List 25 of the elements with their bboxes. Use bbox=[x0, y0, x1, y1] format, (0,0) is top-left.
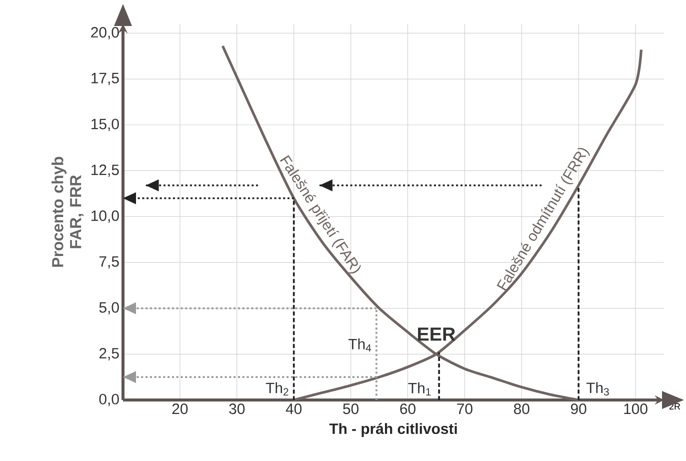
annotation: Th$_{1}$ bbox=[408, 382, 431, 396]
y-tick-label: 15,0 bbox=[92, 118, 119, 132]
x-tick-label: 90 bbox=[570, 404, 586, 414]
x-tick-label: 60 bbox=[400, 404, 416, 414]
y-tick-label: 7,5 bbox=[99, 256, 119, 269]
x-tick-label: 30 bbox=[229, 404, 245, 414]
x-tick-label: 80 bbox=[514, 404, 530, 414]
y-tick-label: 2,5 bbox=[99, 348, 119, 360]
y-tick-label: 0,0 bbox=[99, 394, 119, 406]
y-axis-title: Procento chyb FAR, FRR bbox=[52, 156, 84, 267]
y-tick-label: 12,5 bbox=[92, 164, 119, 177]
x-tick-label: 20 bbox=[172, 404, 188, 414]
y-tick-label: 5,0 bbox=[99, 302, 119, 314]
x-tick-label: 100 bbox=[624, 404, 648, 414]
y-tick-label: 20,0 bbox=[91, 26, 119, 40]
y-tick-label: 17,5 bbox=[92, 72, 119, 86]
x-tick-label: 70 bbox=[457, 404, 472, 414]
annotation: Th$_{3}$ bbox=[586, 382, 609, 396]
y-tick-label: 10,0 bbox=[92, 210, 119, 223]
annotation: EER bbox=[418, 328, 456, 341]
x-tick-label: 40 bbox=[286, 404, 302, 414]
x-axis-title: Th - práh citlivosti bbox=[329, 422, 457, 437]
annotation: Th$_{2}$ bbox=[266, 382, 288, 396]
x-tick-label: 50 bbox=[343, 404, 359, 414]
annotation: Th$_{4}$ bbox=[348, 338, 372, 352]
